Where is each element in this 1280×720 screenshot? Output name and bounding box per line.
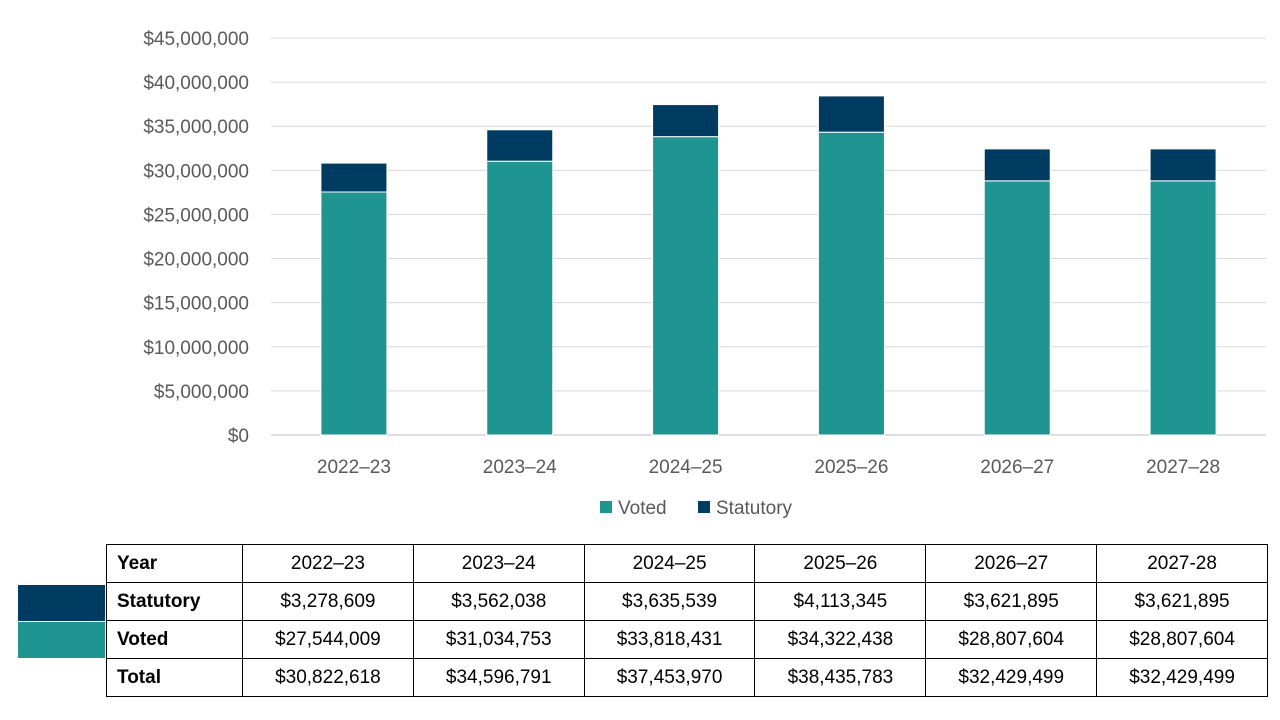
table-cell: $28,807,604 [1096, 620, 1268, 659]
bar-voted-0 [320, 191, 388, 436]
voted-legend-swatch [18, 622, 105, 658]
y-tick-label: $30,000,000 [143, 161, 249, 182]
y-axis-ticks: $0 $5,000,000 $10,000,000 $15,000,000 $20,00… [143, 29, 249, 447]
table-cell: $38,435,783 [754, 658, 927, 697]
bar-statutory-5 [1149, 148, 1217, 182]
table-cell: $4,113,345 [754, 582, 927, 621]
table-cell: $27,544,009 [242, 620, 414, 659]
table-year-cell: 2022–23 [242, 544, 414, 583]
y-tick-label: $15,000,000 [143, 294, 249, 315]
table-row-voted: Voted $27,544,009 $31,034,753 $33,818,43… [106, 620, 1268, 659]
table-row-label: Statutory [106, 582, 243, 621]
statutory-legend-swatch [698, 501, 710, 513]
statutory-legend-label: Statutory [716, 498, 793, 519]
table-row-total: Total $30,822,618 $34,596,791 $37,453,97… [106, 658, 1268, 697]
y-tick-label: $5,000,000 [154, 382, 249, 403]
stacked-bar-chart: $0 $5,000,000 $10,000,000 $15,000,000 $20,00… [143, 29, 1266, 519]
table-year-cell: 2025–26 [754, 544, 927, 583]
voted-legend-label: Voted [618, 498, 667, 519]
y-tick-label: $35,000,000 [143, 117, 249, 138]
bar-statutory-0 [320, 162, 388, 193]
table-header-label: Year [106, 544, 243, 583]
y-tick-label: $10,000,000 [143, 338, 249, 359]
y-tick-label: $0 [228, 426, 249, 447]
table-year-cell: 2026–27 [925, 544, 1098, 583]
bar-statutory-3 [817, 95, 885, 133]
y-tick-label: $20,000,000 [143, 250, 249, 271]
statutory-legend-swatch [18, 585, 105, 621]
table-cell: $32,429,499 [1096, 658, 1268, 697]
y-tick-label: $45,000,000 [143, 29, 249, 50]
x-tick-label: 2023–24 [483, 457, 557, 478]
bar-voted-4 [983, 180, 1051, 436]
x-tick-label: 2022–23 [317, 457, 391, 478]
table-year-cell: 2024–25 [583, 544, 756, 583]
bar-voted-3 [817, 131, 885, 436]
bar-voted-2 [652, 136, 720, 436]
bar-statutory-2 [652, 104, 720, 138]
table-cell: $31,034,753 [412, 620, 585, 659]
table-row-label: Total [106, 658, 243, 697]
table-cell: $3,562,038 [412, 582, 585, 621]
table-row-statutory: Statutory $3,278,609 $3,562,038 $3,635,5… [106, 582, 1268, 621]
table-cell: $37,453,970 [583, 658, 756, 697]
table-cell: $3,621,895 [1096, 582, 1268, 621]
table-year-cell: 2027-28 [1096, 544, 1268, 583]
voted-legend-swatch [600, 501, 612, 513]
table-row-label: Voted [106, 620, 243, 659]
y-tick-label: $25,000,000 [143, 205, 249, 226]
x-tick-label: 2024–25 [649, 457, 723, 478]
x-tick-label: 2026–27 [980, 457, 1054, 478]
table-cell: $3,635,539 [583, 582, 756, 621]
table-cell: $3,621,895 [925, 582, 1098, 621]
table-header-row: Year 2022–23 2023–24 2024–25 2025–26 202… [106, 544, 1268, 583]
x-axis-ticks: 2022–23 2023–24 2024–25 2025–26 2026–27 2027–… [317, 457, 1220, 478]
table-cell: $33,818,431 [583, 620, 756, 659]
table-cell: $34,322,438 [754, 620, 927, 659]
y-tick-label: $40,000,000 [143, 73, 249, 94]
data-table: Year 2022–23 2023–24 2024–25 2025–26 202… [106, 544, 1268, 697]
table-cell: $3,278,609 [242, 582, 414, 621]
x-tick-label: 2025–26 [814, 457, 888, 478]
gridlines [271, 37, 1266, 436]
legend: Voted Statutory [600, 498, 793, 519]
bar-statutory-4 [983, 148, 1051, 182]
table-year-cell: 2023–24 [412, 544, 585, 583]
table-cell: $32,429,499 [925, 658, 1098, 697]
bar-statutory-1 [486, 129, 554, 162]
bar-voted-1 [486, 160, 554, 436]
bars [320, 95, 1217, 436]
bar-voted-5 [1149, 180, 1217, 436]
table-cell: $28,807,604 [925, 620, 1098, 659]
table-cell: $34,596,791 [412, 658, 585, 697]
table-cell: $30,822,618 [242, 658, 414, 697]
x-tick-label: 2027–28 [1146, 457, 1220, 478]
